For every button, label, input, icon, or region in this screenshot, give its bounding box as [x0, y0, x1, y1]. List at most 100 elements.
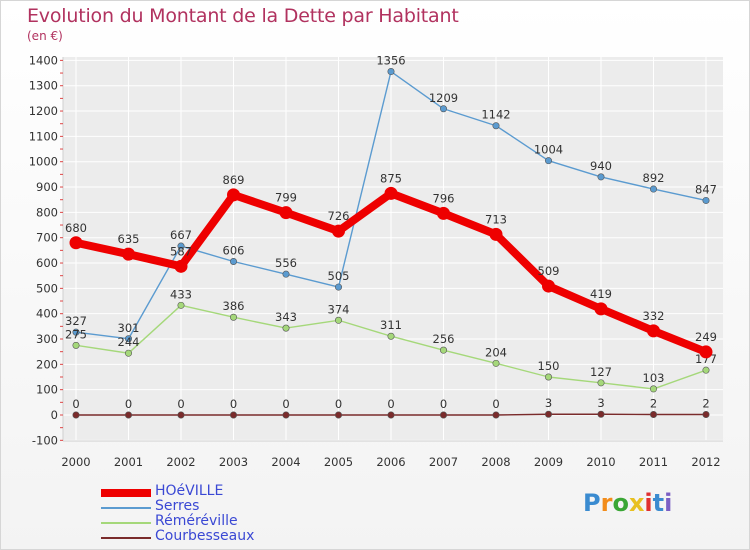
logo-letter: o: [612, 489, 629, 517]
data-label: 1209: [429, 91, 458, 105]
data-point: [125, 411, 133, 419]
data-point: [69, 236, 83, 250]
data-label: 0: [177, 397, 184, 411]
x-tick-label: 2000: [61, 455, 90, 469]
data-point: [699, 345, 713, 359]
data-point: [177, 411, 185, 419]
data-point: [72, 328, 80, 336]
data-label: 386: [223, 299, 245, 313]
data-label: 2: [650, 396, 657, 410]
y-tick-label: 400: [36, 307, 58, 321]
y-tick-label: 700: [36, 231, 58, 245]
data-label: 275: [65, 327, 87, 341]
y-tick-label: 200: [36, 357, 58, 371]
data-label: 0: [440, 397, 447, 411]
data-point: [544, 157, 552, 165]
data-label: 1356: [376, 54, 405, 68]
y-tick-label: 900: [36, 180, 58, 194]
data-point: [489, 227, 503, 241]
x-tick-label: 2007: [429, 455, 458, 469]
data-point: [702, 410, 710, 418]
data-point: [334, 411, 342, 419]
data-label: 1004: [534, 143, 563, 157]
data-label: 587: [170, 244, 192, 258]
data-label: 177: [695, 352, 717, 366]
data-label: 150: [538, 359, 560, 373]
data-label: 556: [275, 256, 297, 270]
data-label: 332: [643, 309, 665, 323]
x-tick-label: 2012: [691, 455, 720, 469]
data-label: 606: [223, 244, 245, 258]
legend-swatch: [101, 489, 151, 497]
data-label: 940: [590, 159, 612, 173]
data-label: 2: [702, 396, 709, 410]
data-point: [72, 341, 80, 349]
proxiti-logo: Proxiti: [583, 489, 672, 517]
data-point: [125, 335, 133, 343]
data-point: [227, 188, 240, 202]
data-label: 1142: [481, 108, 510, 122]
data-point: [597, 410, 605, 418]
data-point: [544, 410, 552, 418]
data-point: [702, 196, 710, 204]
data-label: 0: [492, 397, 499, 411]
data-point: [437, 206, 450, 220]
logo-letter: r: [600, 489, 613, 517]
data-label: 0: [230, 397, 237, 411]
data-label: 869: [223, 173, 245, 187]
data-label: 419: [590, 287, 612, 301]
data-point: [647, 324, 660, 338]
x-tick-label: 2003: [219, 455, 248, 469]
data-point: [492, 122, 500, 130]
y-tick-label: 800: [36, 205, 58, 219]
x-tick-label: 2009: [534, 455, 563, 469]
y-tick-label: 0: [51, 408, 58, 422]
data-label: 103: [643, 371, 665, 385]
data-label: 0: [387, 397, 394, 411]
data-point: [125, 349, 133, 357]
data-point: [122, 247, 135, 261]
x-tick-label: 2008: [481, 455, 510, 469]
legend-label: Courbesseaux: [155, 528, 255, 544]
data-label: 667: [170, 228, 192, 242]
y-tick-label: 1100: [29, 129, 58, 143]
data-label: 0: [72, 397, 79, 411]
data-label: 726: [328, 209, 350, 223]
legend-swatch: [101, 537, 151, 539]
chart-title: Evolution du Montant de la Dette par Hab…: [27, 5, 459, 27]
data-label: 892: [643, 171, 665, 185]
data-point: [544, 373, 552, 381]
data-point: [439, 346, 447, 354]
data-label: 244: [118, 335, 140, 349]
data-label: 249: [695, 330, 717, 344]
y-tick-label: 300: [36, 332, 58, 346]
logo-letter: i: [664, 489, 673, 517]
logo-letter: i: [644, 489, 653, 517]
y-tick-label: 1400: [29, 53, 58, 67]
data-label: 799: [275, 191, 297, 205]
data-point: [387, 411, 395, 419]
data-point: [384, 186, 398, 200]
data-point: [649, 185, 657, 193]
data-label: 847: [695, 182, 717, 196]
y-tick-label: 1300: [29, 79, 58, 93]
logo-letter: x: [628, 489, 645, 517]
legend-label: HOéVILLE: [155, 483, 224, 499]
data-label: 343: [275, 310, 297, 324]
legend-label: Réméréville: [155, 513, 238, 529]
data-point: [702, 366, 710, 374]
y-tick-label: -100: [32, 433, 58, 447]
y-tick-label: 500: [36, 281, 58, 295]
data-point: [439, 411, 447, 419]
x-tick-label: 2002: [166, 455, 195, 469]
y-tick-label: 1200: [29, 104, 58, 118]
data-point: [334, 316, 342, 324]
data-label: 509: [538, 264, 560, 278]
plot-area: [63, 57, 723, 441]
data-point: [279, 206, 293, 220]
data-point: [439, 105, 447, 113]
y-tick-label: 600: [36, 256, 58, 270]
data-label: 301: [118, 321, 140, 335]
data-point: [492, 411, 500, 419]
